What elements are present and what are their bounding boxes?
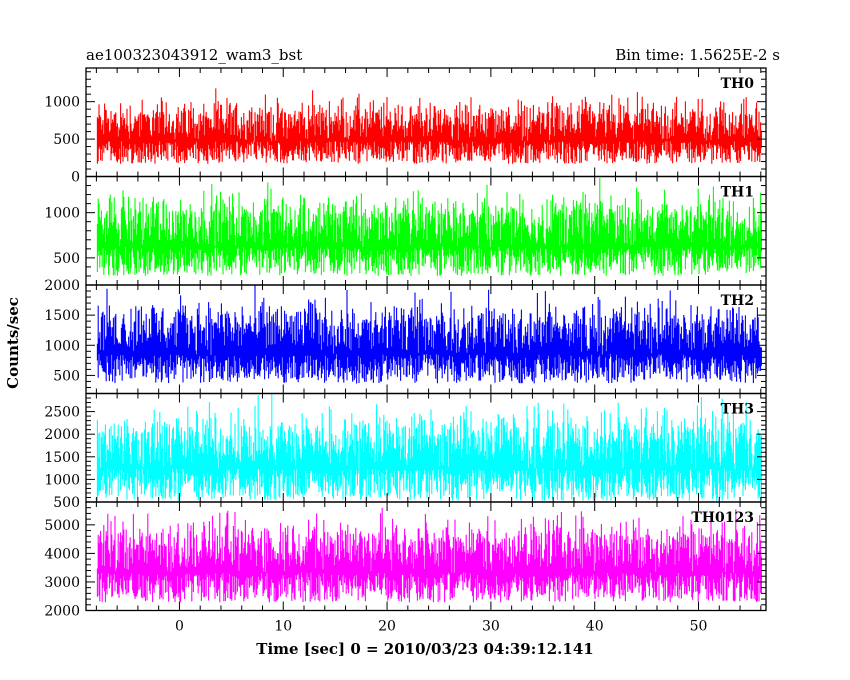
- y-axis-label: Counts/sec: [4, 297, 22, 389]
- chart-title-right: Bin time: 1.5625E-2 s: [615, 46, 780, 64]
- y-tick-label: 0: [71, 170, 80, 186]
- series-th3: [96, 393, 762, 501]
- x-tick-label: 20: [378, 619, 396, 635]
- y-tick-label: 1500: [44, 308, 80, 324]
- x-axis-label: Time [sec] 0 = 2010/03/23 04:39:12.141: [256, 640, 593, 658]
- panel-th0: 0 500 1000 TH0: [44, 67, 767, 186]
- y-tick-label: 500: [53, 368, 80, 384]
- x-tick-label: 30: [482, 619, 500, 635]
- y-tick-label: 3000: [44, 575, 80, 591]
- y-tick-label: 1000: [44, 206, 80, 222]
- panel-label: TH3: [721, 402, 754, 418]
- x-tick-label: 40: [586, 619, 604, 635]
- y-tick-label: 500: [53, 132, 80, 148]
- panel-frame: [85, 501, 767, 612]
- panel-label: TH0123: [691, 510, 754, 526]
- x-tick-label: 50: [690, 619, 708, 635]
- series-th0123: [96, 507, 762, 603]
- panel-label: TH1: [721, 185, 754, 201]
- y-tick-label: 2500: [44, 405, 80, 421]
- series-th0: [96, 88, 762, 164]
- y-tick-label: 2000: [44, 604, 80, 620]
- x-tick-label: 0: [175, 619, 184, 635]
- y-tick-label: 1500: [44, 450, 80, 466]
- panel-label: TH0: [721, 76, 755, 92]
- y-tick-label: 500: [53, 251, 80, 267]
- panel-label: TH2: [721, 293, 754, 309]
- y-tick-label: 500: [53, 495, 80, 511]
- y-tick-label: 1000: [44, 338, 80, 354]
- series-th2: [96, 285, 762, 384]
- series-th1: [96, 178, 762, 276]
- panel-th1: 500 1000 TH1: [44, 175, 767, 286]
- x-tick-label: 10: [274, 619, 292, 635]
- y-tick-label: 4000: [44, 546, 80, 562]
- panel-th2: 500 1000 1500 2000 TH2: [44, 278, 767, 395]
- y-tick-label: 2000: [44, 278, 80, 294]
- panels-group: 05001000TH05001000TH1500100015002000TH25…: [44, 67, 767, 635]
- panel-th0123: 2000 3000 4000 5000 TH0123: [44, 501, 767, 620]
- y-tick-label: 1000: [44, 472, 80, 488]
- y-tick-label: 2000: [44, 427, 80, 443]
- y-tick-label: 5000: [44, 518, 80, 534]
- chart-title-left: ae100323043912_wam3_bst: [86, 46, 302, 64]
- y-tick-label: 1000: [44, 95, 80, 111]
- panel-th3: 500 1000 1500 2000 2500 TH3: [44, 392, 767, 511]
